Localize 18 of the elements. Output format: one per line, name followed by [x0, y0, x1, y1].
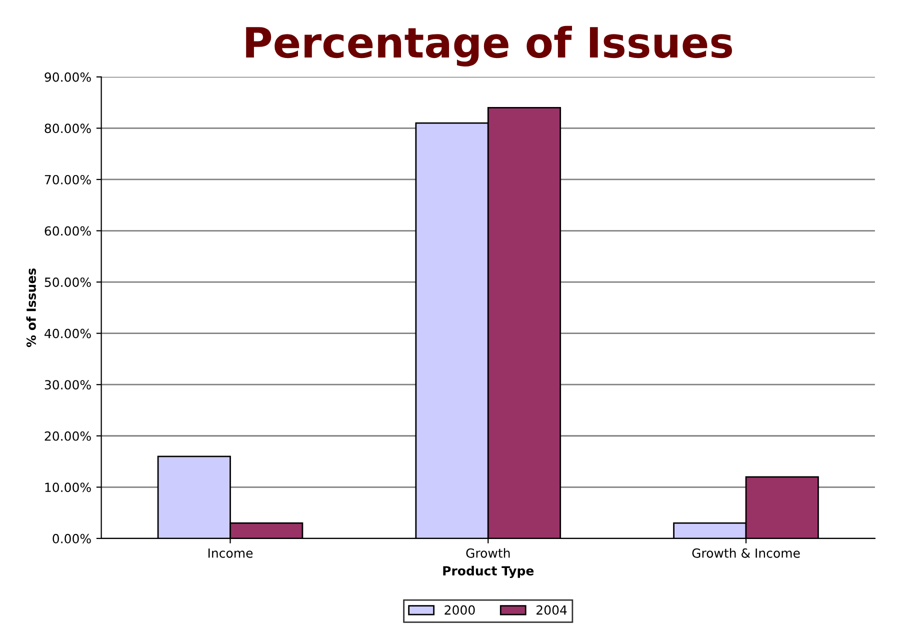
y-axis-title: % of Issues [26, 268, 36, 348]
x-axis-title: Product Type [443, 566, 534, 578]
y-tick-label: 40.00% [44, 328, 91, 338]
x-tick-label: Growth [466, 548, 510, 558]
y-tick-label: 30.00% [44, 380, 91, 390]
y-tick-label: 90.00% [44, 72, 91, 82]
legend-label: 2004 [536, 605, 567, 615]
chart-title: Percentage of Issues [246, 26, 732, 66]
y-tick-label: 0.00% [52, 534, 91, 544]
x-tick-label: Growth & Income [692, 548, 800, 558]
x-tick-label: Income [208, 548, 253, 558]
legend-label: 2000 [444, 605, 475, 615]
y-tick-label: 60.00% [44, 226, 91, 236]
y-tick-label: 20.00% [44, 431, 91, 441]
y-tick-label: 10.00% [45, 482, 91, 492]
y-tick-label: 50.00% [44, 278, 91, 287]
y-tick-label: 80.00% [44, 124, 91, 134]
y-tick-label: 70.00% [44, 174, 91, 184]
